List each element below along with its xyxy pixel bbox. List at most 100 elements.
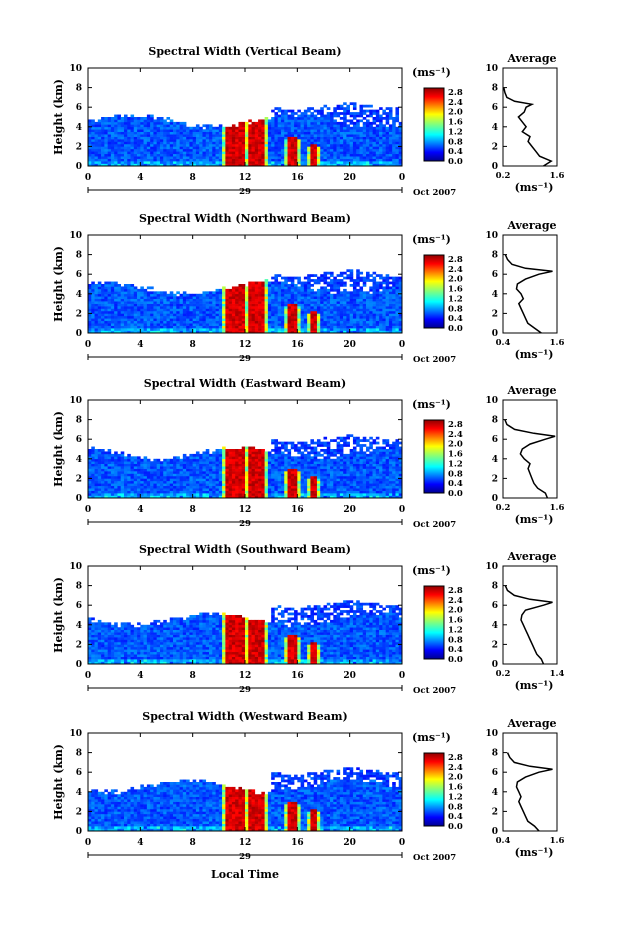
- heatmap-cell: [182, 306, 187, 309]
- heatmap-cell: [215, 330, 220, 334]
- heatmap-cell: [297, 276, 301, 280]
- heatmap-cell: [392, 323, 396, 326]
- heatmap-cell: [137, 466, 141, 469]
- heatmap-cell: [150, 468, 154, 472]
- heatmap-cell: [264, 293, 269, 297]
- heatmap-cell: [173, 139, 177, 142]
- heatmap-cell: [385, 112, 390, 115]
- heatmap-cell: [150, 490, 154, 494]
- heatmap-cell: [297, 296, 301, 299]
- heatmap-cell: [369, 143, 373, 147]
- heatmap-cell: [245, 330, 249, 334]
- heatmap-cell: [215, 146, 220, 150]
- profile-y-tick-label: 0: [492, 329, 498, 339]
- heatmap-cell: [251, 471, 256, 474]
- heatmap-cell: [186, 323, 190, 326]
- heatmap-cell: [107, 293, 112, 297]
- heatmap-cell: [231, 451, 236, 455]
- heatmap-cell: [248, 284, 252, 287]
- heatmap-cell: [91, 483, 95, 487]
- heatmap-cell: [195, 126, 200, 130]
- heatmap-cell: [130, 318, 135, 322]
- heatmap-cell: [326, 107, 331, 110]
- heatmap-cell: [323, 156, 328, 159]
- heatmap-cell: [241, 485, 246, 489]
- heatmap-cell: [379, 298, 383, 302]
- heatmap-cell: [267, 301, 272, 304]
- heatmap-cell: [225, 156, 229, 159]
- heatmap-cell: [163, 124, 167, 128]
- heatmap-cell: [222, 325, 226, 329]
- heatmap-cell: [395, 136, 400, 140]
- heatmap-cell: [114, 156, 118, 159]
- heatmap-cell: [146, 320, 151, 324]
- heatmap-cell: [307, 318, 311, 322]
- heatmap-cell: [280, 163, 285, 167]
- heatmap-cell: [316, 296, 321, 299]
- heatmap-cell: [287, 330, 292, 334]
- heatmap-cell: [395, 310, 400, 314]
- heatmap-cell: [369, 156, 373, 159]
- heatmap-cell: [280, 139, 285, 142]
- heatmap-cell: [101, 318, 105, 322]
- heatmap-cell: [372, 119, 377, 123]
- heatmap-cell: [97, 468, 102, 472]
- heatmap-cell: [326, 136, 331, 140]
- heatmap-cell: [241, 158, 246, 162]
- heatmap-cell: [104, 146, 108, 150]
- heatmap-cell: [352, 320, 357, 324]
- heatmap-cell: [140, 475, 144, 479]
- heatmap-cell: [186, 468, 190, 472]
- heatmap-cell: [195, 136, 200, 140]
- heatmap-cell: [179, 121, 184, 125]
- heatmap-cell: [303, 284, 308, 287]
- heatmap-cell: [303, 323, 308, 326]
- heatmap-cell: [398, 306, 403, 309]
- heatmap-cell: [159, 461, 164, 464]
- heatmap-cell: [199, 490, 203, 494]
- heatmap-cell: [284, 124, 288, 128]
- heatmap-cell: [356, 153, 360, 157]
- heatmap-cell: [107, 156, 112, 159]
- heatmap-cell: [173, 124, 177, 128]
- heatmap-cell: [303, 109, 308, 113]
- heatmap-cell: [199, 126, 203, 130]
- heatmap-cell: [218, 296, 223, 299]
- heatmap-cell: [192, 330, 197, 334]
- heatmap-cell: [176, 463, 180, 467]
- heatmap-cell: [333, 296, 337, 299]
- heatmap-cell: [228, 318, 233, 322]
- heatmap-cell: [218, 148, 223, 152]
- heatmap-cell: [101, 308, 105, 312]
- heatmap-cell: [199, 315, 203, 319]
- heatmap-cell: [143, 126, 148, 130]
- heatmap-cell: [336, 126, 341, 130]
- heatmap-cell: [336, 308, 341, 312]
- heatmap-cell: [199, 146, 203, 150]
- heatmap-cell: [231, 141, 236, 145]
- heatmap-cell: [156, 163, 161, 167]
- heatmap-cell: [117, 475, 122, 479]
- heatmap-cell: [238, 288, 243, 292]
- heatmap-cell: [290, 161, 295, 164]
- heatmap-cell: [372, 151, 377, 155]
- heatmap-cell: [123, 119, 128, 123]
- heatmap-cell: [150, 156, 154, 159]
- heatmap-cell: [346, 296, 350, 299]
- heatmap-cell: [290, 121, 295, 125]
- heatmap-cell: [241, 143, 246, 147]
- heatmap-cell: [241, 146, 246, 150]
- heatmap-cell: [199, 134, 203, 137]
- heatmap-cell: [140, 131, 144, 135]
- heatmap-cell: [388, 320, 393, 324]
- heatmap-cell: [218, 488, 223, 491]
- heatmap-cell: [182, 126, 187, 130]
- heatmap-cell: [199, 495, 203, 499]
- heatmap-cell: [388, 291, 393, 295]
- heatmap-cell: [388, 163, 393, 167]
- heatmap-cell: [310, 139, 314, 142]
- heatmap-cell: [114, 471, 118, 474]
- heatmap-cell: [241, 488, 246, 491]
- heatmap-cell: [395, 291, 400, 295]
- heatmap-cell: [356, 298, 360, 302]
